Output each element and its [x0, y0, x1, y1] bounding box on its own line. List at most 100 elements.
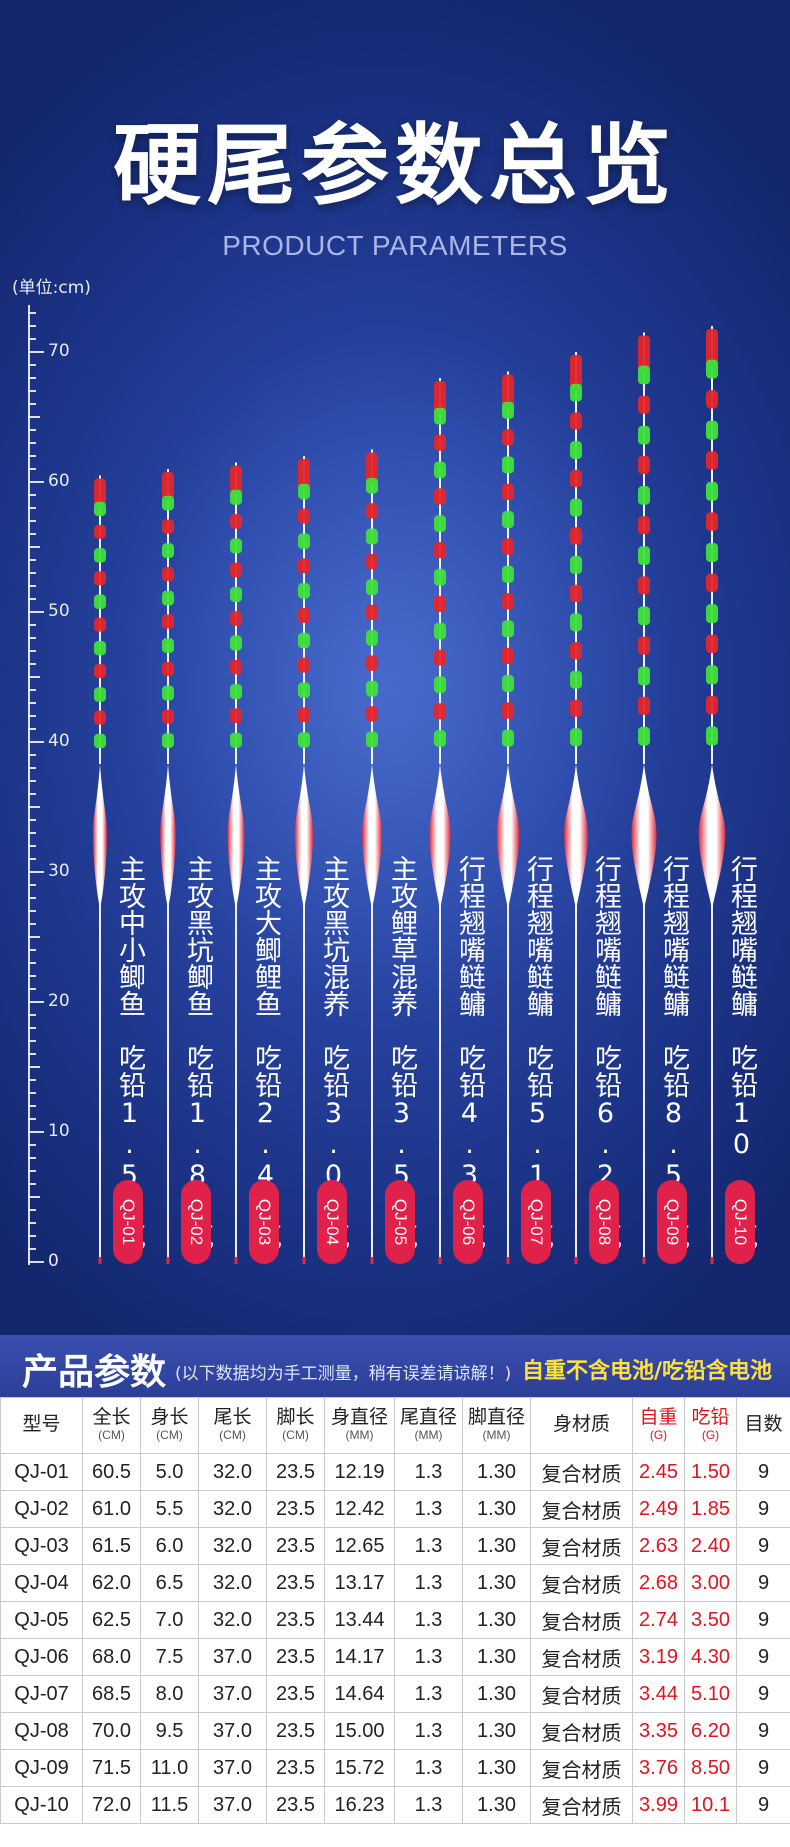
- table-cell: 68.0: [82, 1638, 141, 1676]
- column-header-label: 身直径: [330, 1407, 388, 1429]
- ruler-tick: [28, 767, 36, 769]
- table-cell: 复合材质: [530, 1453, 633, 1491]
- ruler-tick: [28, 1118, 36, 1120]
- model-badge: QJ-04: [317, 1180, 347, 1264]
- table-cell: 23.5: [266, 1712, 325, 1750]
- table-cell: 6.5: [140, 1564, 199, 1602]
- green-band: [434, 461, 446, 479]
- green-band: [366, 731, 378, 748]
- green-band: [366, 680, 378, 697]
- table-cell: 12.42: [324, 1490, 395, 1528]
- ruler-tick: [28, 702, 36, 704]
- table-cell: 1.3: [394, 1453, 463, 1491]
- green-band: [570, 613, 582, 632]
- table-cell: 32.0: [198, 1453, 267, 1491]
- red-band: [570, 699, 582, 717]
- table-cell: 61.5: [82, 1527, 141, 1565]
- ruler-tick: [28, 637, 36, 639]
- spec-header-row: 型号 全长 (CM) 身长 (CM) 尾长 (CM) 脚长 (CM) 身直径 (MM) 尾直径 (MM)…: [0, 1397, 790, 1454]
- ruler-label: 30: [48, 861, 70, 881]
- ruler-tick: [28, 364, 36, 366]
- ruler-tick: [28, 923, 36, 925]
- spec-column-header: 目数: [736, 1397, 790, 1454]
- float-body: [429, 764, 451, 909]
- ruler-tick: [28, 455, 36, 457]
- ruler-tick: [28, 546, 40, 548]
- table-cell: 复合材质: [530, 1527, 633, 1565]
- float-body: [631, 764, 657, 909]
- model-badge: QJ-01: [113, 1180, 143, 1264]
- green-band: [94, 687, 106, 702]
- green-band: [638, 606, 650, 626]
- ruler-tick: [28, 1235, 36, 1237]
- red-band: [706, 634, 718, 654]
- green-band: [298, 682, 310, 698]
- table-cell: 1.30: [462, 1527, 531, 1565]
- table-cell: 61.0: [82, 1490, 141, 1528]
- table-cell: 68.5: [82, 1675, 141, 1713]
- spec-column-header: 脚长 (CM): [266, 1397, 325, 1454]
- table-cell: QJ-03: [0, 1527, 83, 1565]
- table-cell: 37.0: [198, 1638, 267, 1676]
- table-cell: 复合材质: [530, 1786, 633, 1824]
- model-badge-label: QJ-04: [323, 1198, 343, 1246]
- table-cell: 1.30: [462, 1675, 531, 1713]
- green-band: [570, 498, 582, 517]
- table-cell: 23.5: [266, 1786, 325, 1824]
- red-band: [434, 649, 446, 666]
- ruler-label: 40: [48, 731, 70, 751]
- table-cell: 2.74: [632, 1601, 685, 1639]
- table-cell: 1.30: [462, 1564, 531, 1602]
- table-cell: 8.0: [140, 1675, 199, 1713]
- table-cell: 14.17: [324, 1638, 395, 1676]
- table-row: QJ-05 62.5 7.0 32.0 23.5 13.44 1.3 1.30 复合材质 2.74…: [0, 1601, 790, 1639]
- green-band: [162, 495, 174, 511]
- model-badge-label: QJ-08: [595, 1198, 615, 1246]
- ruler-label: 70: [48, 341, 70, 361]
- red-band: [706, 451, 718, 470]
- spec-column-header: 尾长 (CM): [198, 1397, 267, 1454]
- table-cell: 3.50: [684, 1601, 737, 1639]
- green-band: [298, 732, 310, 748]
- table-cell: 37.0: [198, 1675, 267, 1713]
- green-band: [230, 586, 242, 603]
- red-band: [162, 472, 174, 501]
- red-band: [162, 519, 174, 534]
- ruler-tick: [28, 663, 36, 665]
- ruler-tick: [28, 468, 36, 470]
- table-cell: 复合材质: [530, 1601, 633, 1639]
- model-badge-label: QJ-03: [255, 1198, 275, 1246]
- spec-column-header: 身材质: [530, 1397, 633, 1454]
- ruler-tick: [28, 1157, 36, 1159]
- green-band: [94, 640, 106, 656]
- params-highlight: 自重不含电池/吃铅含电池: [521, 1359, 772, 1384]
- table-cell: 1.3: [394, 1786, 463, 1824]
- table-cell: 9: [736, 1786, 790, 1824]
- column-header-label: 吃铅: [691, 1407, 730, 1429]
- red-band: [366, 655, 378, 671]
- table-cell: 9: [736, 1564, 790, 1602]
- green-band: [162, 543, 174, 558]
- column-header-label: 尾长: [213, 1407, 252, 1429]
- red-band: [434, 595, 446, 612]
- ruler-tick: [28, 845, 36, 847]
- table-cell: 1.30: [462, 1453, 531, 1491]
- float-body: [227, 764, 245, 909]
- column-header-label: 身材质: [552, 1414, 610, 1436]
- ruler-tick: [28, 728, 36, 730]
- table-cell: 11.0: [140, 1749, 199, 1787]
- table-cell: 60.5: [82, 1453, 141, 1491]
- table-cell: 9: [736, 1490, 790, 1528]
- table-cell: 3.35: [632, 1712, 685, 1750]
- float-body: [93, 764, 107, 909]
- green-band: [638, 425, 650, 445]
- ruler-tick: [28, 1053, 36, 1055]
- page-subtitle: PRODUCT PARAMETERS: [222, 230, 568, 261]
- ruler-tick: [28, 1066, 40, 1068]
- ruler-tick: [28, 962, 36, 964]
- ruler-tick: [28, 949, 36, 951]
- table-cell: 1.3: [394, 1490, 463, 1528]
- table-cell: 71.5: [82, 1749, 141, 1787]
- float-body: [496, 764, 520, 909]
- table-cell: 7.0: [140, 1601, 199, 1639]
